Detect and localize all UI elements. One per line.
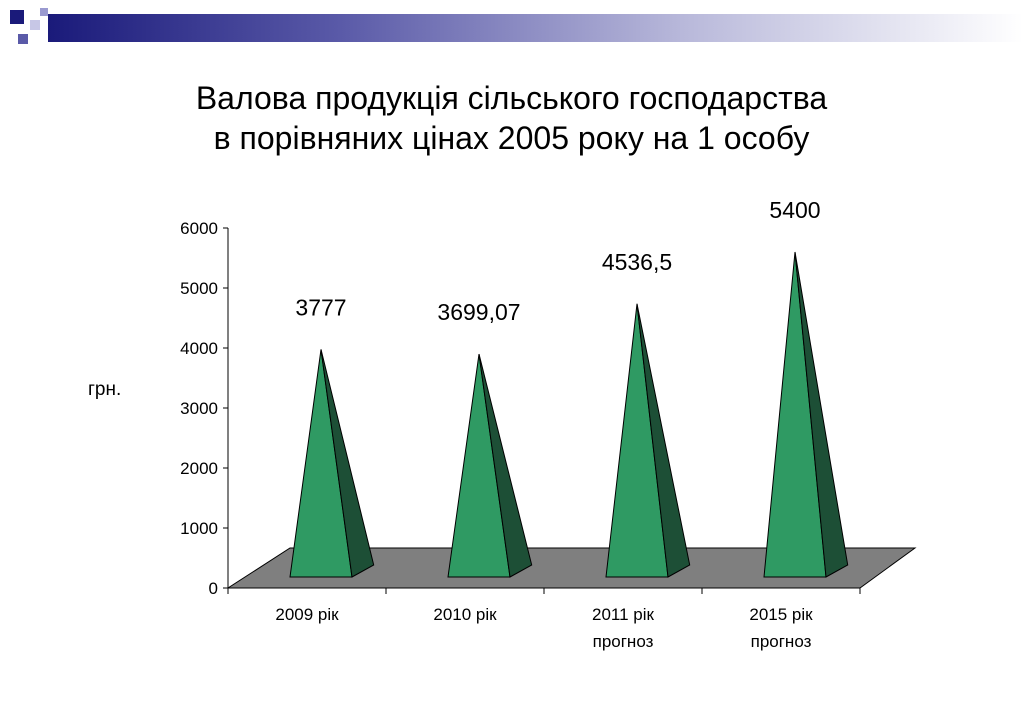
x-category-label: прогноз	[751, 632, 812, 651]
title-line-1: Валова продукція сільського господарства	[195, 80, 828, 116]
pyramid-bar-side	[636, 303, 691, 578]
x-category-label: 2011 рік	[592, 605, 655, 624]
x-category-label: 2015 рік	[749, 605, 813, 624]
y-tick-label: 2000	[180, 459, 218, 478]
title-line-2: в порівняних цінах 2005 року на 1 особу	[213, 120, 810, 156]
slide-decoration	[10, 8, 48, 44]
title-band	[48, 14, 1023, 42]
x-category-label: прогноз	[593, 632, 654, 651]
data-label: 3777	[295, 294, 346, 320]
x-category-label: 2009 рік	[275, 605, 339, 624]
y-tick-label: 4000	[180, 339, 218, 358]
pyramid-bar-side	[478, 353, 533, 578]
y-tick-label: 1000	[180, 519, 218, 538]
y-tick-label: 6000	[180, 219, 218, 238]
pyramid-bar-side	[794, 251, 849, 578]
data-label: 4536,5	[602, 249, 672, 275]
y-axis-unit-label: грн.	[88, 379, 121, 400]
y-tick-label: 3000	[180, 399, 218, 418]
y-tick-label: 5000	[180, 279, 218, 298]
data-label: 3699,07	[437, 299, 520, 325]
x-category-label: 2010 рік	[433, 605, 497, 624]
data-label: 5400	[769, 197, 820, 223]
y-tick-label: 0	[209, 579, 218, 598]
slide-title: Валова продукція сільського господарства…	[0, 78, 1023, 158]
pyramid-bar-side	[320, 349, 375, 578]
